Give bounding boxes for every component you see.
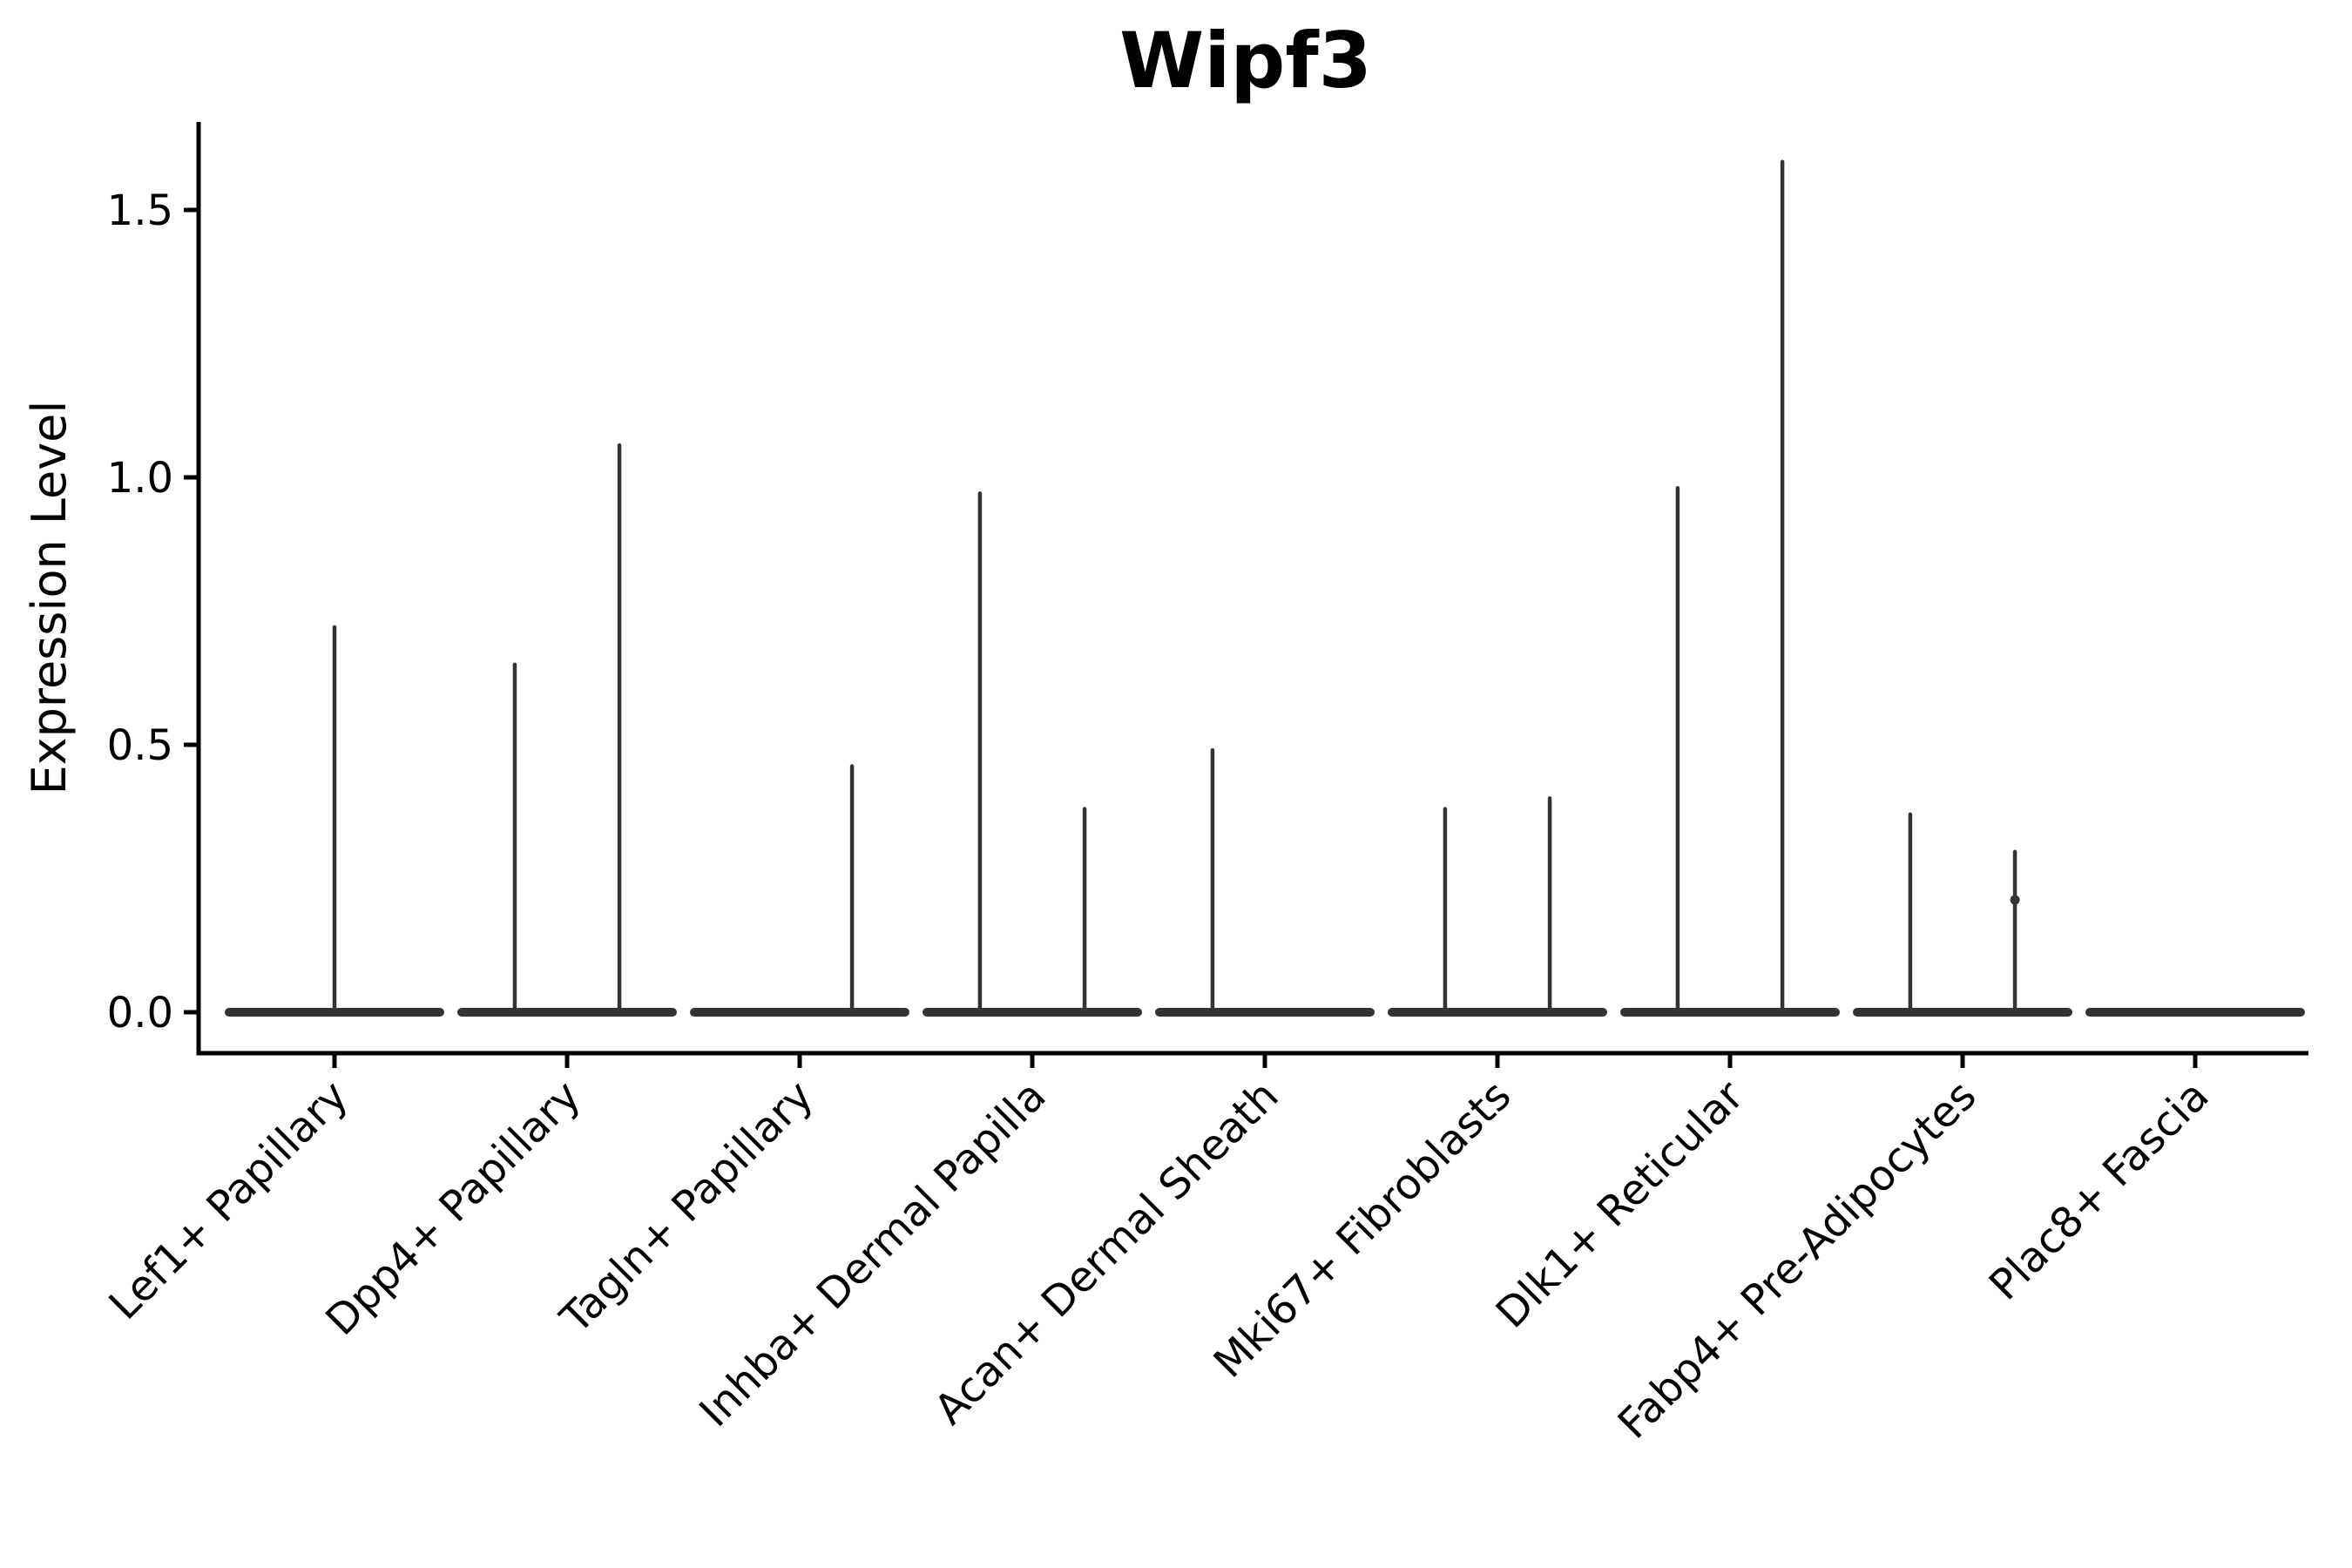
data-point xyxy=(2010,895,2020,905)
y-tick-label: 1.5 xyxy=(107,186,173,235)
y-tick-label: 0.0 xyxy=(107,989,173,1037)
x-tick-label: Lef1+ Papillary xyxy=(100,1071,358,1329)
plot-title: Wipf3 xyxy=(1119,16,1372,105)
x-tick-label: Dlk1+ Reticular xyxy=(1487,1071,1754,1338)
x-tick-label: Dpp4+ Papillary xyxy=(316,1071,590,1345)
y-tick-label: 1.0 xyxy=(107,454,173,503)
y-tick-label: 0.5 xyxy=(107,721,173,770)
violins-layer xyxy=(225,159,2305,1017)
y-axis-label: Expression Level xyxy=(22,401,77,795)
x-tick-label: Plac8+ Fascia xyxy=(1980,1071,2219,1310)
x-tick-label: Tagln+ Papillary xyxy=(551,1071,822,1343)
